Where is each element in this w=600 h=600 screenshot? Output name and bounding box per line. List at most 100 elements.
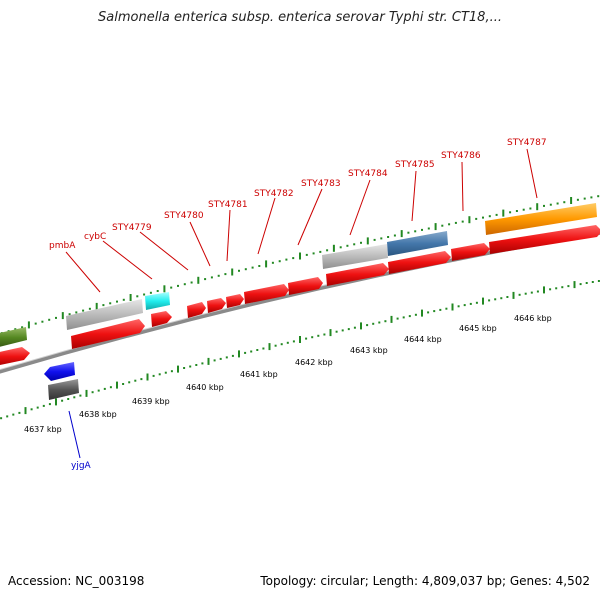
minor-tick: [177, 284, 179, 287]
minor-tick: [14, 328, 17, 331]
minor-tick: [256, 349, 259, 351]
major-tick: [95, 302, 98, 310]
gene-box-grey-STY4784[interactable]: [322, 244, 388, 269]
ruler-label: 4642 kbp: [295, 358, 333, 367]
minor-tick: [579, 283, 582, 286]
forward-upper-row: [0, 203, 597, 348]
major-tick: [116, 381, 118, 389]
major-tick: [502, 209, 505, 217]
minor-tick: [219, 357, 222, 360]
minor-tick: [156, 290, 159, 292]
major-tick: [390, 315, 393, 323]
gene-label-STY4785: STY4785: [395, 160, 435, 170]
gene-arrow-pmbA[interactable]: [71, 319, 145, 349]
gene-label-STY4786: STY4786: [441, 151, 481, 161]
minor-tick: [311, 336, 314, 339]
minor-tick: [210, 276, 213, 279]
gene-arrow-STY4784[interactable]: [326, 263, 389, 286]
gene-arrow-left-forward[interactable]: [0, 347, 30, 366]
minor-tick: [591, 281, 594, 283]
minor-tick: [524, 292, 527, 295]
gene-box-grey-pmbA[interactable]: [66, 299, 143, 330]
minor-tick: [183, 367, 186, 369]
major-tick: [238, 350, 240, 358]
minor-tick: [258, 265, 261, 267]
minor-tick: [6, 415, 9, 418]
minor-tick: [387, 236, 390, 238]
gene-arrow-STY4783[interactable]: [288, 277, 323, 295]
minor-tick: [506, 296, 509, 298]
minor-tick: [555, 287, 558, 290]
gene-label-STY4781: STY4781: [208, 200, 248, 210]
minor-tick: [378, 321, 381, 324]
minor-tick: [79, 394, 82, 397]
minor-tick: [448, 223, 451, 226]
gene-box-cyan-cybC[interactable]: [145, 292, 170, 310]
major-tick: [360, 322, 362, 330]
gene-arrow-STY4786[interactable]: [451, 243, 490, 261]
minor-tick: [585, 282, 588, 284]
minor-tick: [195, 364, 198, 366]
gene-label-STY4779: STY4779: [112, 223, 152, 233]
minor-tick: [41, 320, 44, 323]
minor-tick: [509, 211, 512, 214]
gene-arrow-STY4785[interactable]: [388, 251, 451, 274]
ruler-label: 4639 kbp: [132, 397, 170, 406]
minor-tick: [341, 329, 344, 332]
minor-tick: [494, 298, 497, 301]
minor-tick: [543, 204, 545, 207]
gene-box-orange-STY4787[interactable]: [485, 203, 597, 235]
gene-arrow-yjgA[interactable]: [44, 362, 75, 381]
reverse-strand-genes: [44, 362, 79, 400]
minor-tick: [140, 378, 143, 381]
minor-tick: [250, 350, 253, 353]
gene-box-dark[interactable]: [48, 379, 79, 400]
minor-tick: [225, 356, 228, 359]
gene-arrow-STY4781[interactable]: [226, 294, 244, 308]
minor-tick: [164, 371, 167, 374]
minor-tick: [408, 315, 411, 318]
minor-tick: [482, 216, 484, 219]
minor-tick: [190, 281, 193, 284]
minor-tick: [30, 408, 33, 411]
minor-tick: [97, 389, 100, 392]
minor-tick: [556, 202, 559, 205]
major-tick: [207, 357, 210, 365]
major-tick: [482, 297, 484, 305]
minor-tick: [445, 307, 448, 310]
minor-tick: [12, 413, 15, 416]
major-tick: [27, 321, 30, 329]
gene-arrow-STY4782[interactable]: [244, 284, 289, 304]
gene-label-STY4780: STY4780: [164, 211, 204, 221]
gene-arrow-cybC[interactable]: [151, 311, 172, 327]
minor-tick: [68, 313, 71, 316]
minor-tick: [274, 344, 277, 347]
gene-label-cybC: cybC: [84, 232, 106, 242]
major-tick: [434, 223, 437, 231]
ruler-label: 4640 kbp: [186, 383, 224, 392]
gene-label-pmbA: pmbA: [49, 241, 76, 251]
minor-tick: [414, 230, 417, 233]
minor-tick: [48, 318, 51, 321]
minor-tick: [36, 406, 39, 409]
minor-tick: [312, 252, 315, 255]
minor-tick: [0, 417, 3, 420]
minor-tick: [563, 201, 566, 204]
minor-tick: [475, 217, 478, 220]
gene-arrow-STY4780[interactable]: [207, 298, 226, 313]
gene-arrow-STY4779[interactable]: [187, 302, 206, 318]
minor-tick: [360, 241, 362, 244]
major-tick: [570, 197, 573, 204]
gene-arrow-STY4787[interactable]: [489, 225, 600, 254]
gene-box-steel-STY4785[interactable]: [387, 231, 448, 256]
minor-tick: [213, 359, 216, 362]
minor-tick: [285, 258, 288, 261]
minor-tick: [305, 253, 308, 256]
gene-label-STY4787: STY4787: [507, 138, 547, 148]
gene-box-olive[interactable]: [0, 327, 27, 348]
forward-strand-genes: [0, 225, 600, 366]
minor-tick: [82, 309, 85, 312]
minor-tick: [91, 391, 94, 394]
minor-tick: [262, 347, 265, 350]
